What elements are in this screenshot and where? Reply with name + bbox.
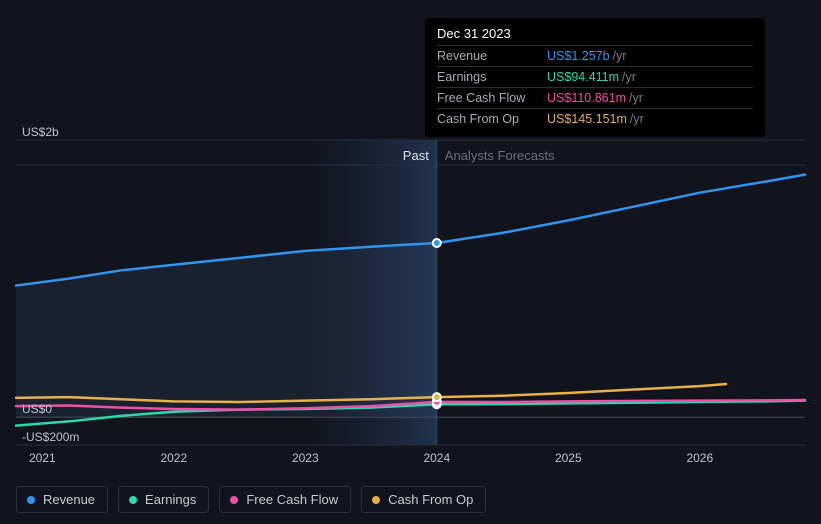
tooltip-metric-unit: /yr (622, 70, 636, 84)
tooltip-row: RevenueUS$1.257b/yr (437, 45, 753, 66)
tooltip-metric-value: US$145.151m (547, 112, 627, 126)
section-label-past: Past (403, 148, 429, 163)
tooltip-metric-value: US$1.257b (547, 49, 610, 63)
legend-label: Free Cash Flow (246, 492, 338, 507)
legend-item-fcf[interactable]: Free Cash Flow (219, 486, 351, 513)
y-tick-label: US$0 (22, 402, 52, 416)
x-tick-label: 2022 (160, 451, 187, 465)
tooltip-metric-label: Cash From Op (437, 112, 547, 126)
y-tick-label: -US$200m (22, 430, 79, 444)
tooltip-date: Dec 31 2023 (437, 26, 753, 41)
tooltip-metric-unit: /yr (613, 49, 627, 63)
legend-dot-icon (129, 496, 137, 504)
legend-label: Revenue (43, 492, 95, 507)
tooltip-metric-label: Revenue (437, 49, 547, 63)
financials-forecast-chart: Past Analysts Forecasts Dec 31 2023 Reve… (0, 0, 821, 524)
chart-tooltip: Dec 31 2023 RevenueUS$1.257b/yrEarningsU… (425, 18, 765, 137)
tooltip-row: Free Cash FlowUS$110.861m/yr (437, 87, 753, 108)
legend-label: Earnings (145, 492, 196, 507)
chart-legend: Revenue Earnings Free Cash Flow Cash From O… (16, 486, 486, 513)
tooltip-metric-value: US$110.861m (547, 91, 626, 105)
x-tick-label: 2024 (423, 451, 450, 465)
tooltip-metric-unit: /yr (629, 91, 643, 105)
tooltip-metric-unit: /yr (630, 112, 644, 126)
legend-dot-icon (230, 496, 238, 504)
legend-item-cfo[interactable]: Cash From Op (361, 486, 486, 513)
x-tick-label: 2025 (555, 451, 582, 465)
section-label-forecast: Analysts Forecasts (445, 148, 555, 163)
tooltip-metric-label: Earnings (437, 70, 547, 84)
legend-dot-icon (372, 496, 380, 504)
tooltip-metric-value: US$94.411m (547, 70, 619, 84)
x-tick-label: 2021 (29, 451, 56, 465)
tooltip-row: Cash From OpUS$145.151m/yr (437, 108, 753, 129)
legend-item-earnings[interactable]: Earnings (118, 486, 209, 513)
tooltip-row: EarningsUS$94.411m/yr (437, 66, 753, 87)
legend-dot-icon (27, 496, 35, 504)
x-tick-label: 2026 (686, 451, 713, 465)
tooltip-metric-label: Free Cash Flow (437, 91, 547, 105)
x-tick-label: 2023 (292, 451, 319, 465)
y-tick-label: US$2b (22, 125, 59, 139)
legend-item-revenue[interactable]: Revenue (16, 486, 108, 513)
legend-label: Cash From Op (388, 492, 473, 507)
